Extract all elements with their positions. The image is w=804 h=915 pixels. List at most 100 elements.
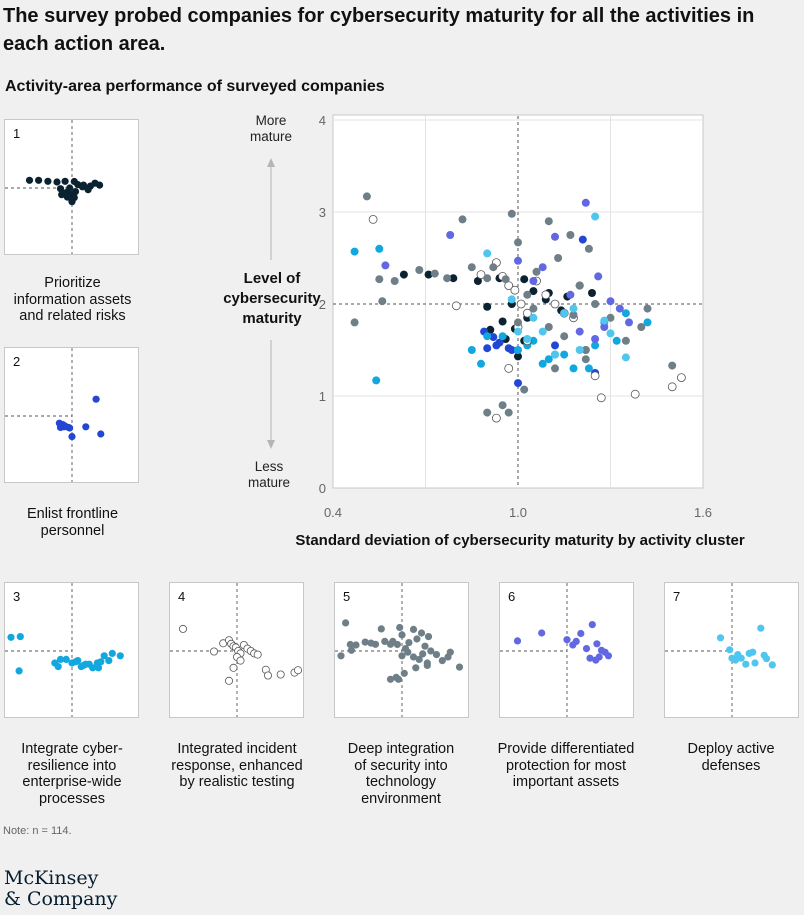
- panel-6-point: [577, 629, 585, 638]
- point-area-4: [451, 301, 461, 311]
- point-area-3: [375, 244, 384, 253]
- panel-5-point: [438, 657, 446, 665]
- point-area-5: [544, 323, 553, 331]
- arrow-down-head: [267, 440, 275, 449]
- less-mature-label: Less mature: [229, 459, 309, 491]
- point-area-4: [491, 413, 501, 423]
- panel-4-point: [210, 647, 219, 656]
- point-area-5: [458, 215, 467, 224]
- x-axis-label: Standard deviation of cybersecurity matu…: [295, 532, 745, 549]
- point-area-4: [516, 299, 526, 309]
- point-area-7: [606, 329, 615, 338]
- footnote: Note: n = 114.: [3, 825, 72, 837]
- panel-1-point: [68, 198, 76, 206]
- point-area-6: [566, 290, 575, 299]
- panel-area-6: 6: [499, 582, 634, 718]
- point-area-6: [514, 256, 522, 265]
- point-area-3: [569, 364, 578, 373]
- panel-5-point: [347, 646, 355, 654]
- point-area-5: [591, 300, 600, 308]
- panel-2-point: [92, 395, 100, 403]
- point-area-2: [489, 333, 498, 342]
- point-area-5: [375, 275, 384, 284]
- logo-line-2: & Company: [4, 888, 118, 910]
- panel-5-point: [346, 640, 354, 649]
- caption-line: by realistic testing: [179, 774, 295, 790]
- y-tick-label: 1: [319, 389, 326, 404]
- main-scatter-chart: 4 3 2 1 0 0.4 1.0 1.6: [267, 113, 712, 520]
- point-area-3: [621, 309, 630, 318]
- panel-7-point: [749, 648, 757, 656]
- panel-5-point: [404, 648, 412, 656]
- point-area-3: [591, 341, 600, 350]
- point-area-7: [514, 327, 522, 336]
- point-area-5: [523, 290, 532, 299]
- panel-area-1: 1: [4, 119, 139, 255]
- panel-number: 2: [13, 354, 21, 369]
- point-area-3: [560, 350, 569, 359]
- panel-1-point: [25, 176, 34, 184]
- point-area-4: [368, 214, 378, 224]
- panel-5-point: [361, 638, 369, 646]
- panel-1-point: [63, 193, 71, 201]
- panel-5-point: [455, 663, 464, 671]
- panel-5-point: [424, 633, 433, 641]
- point-area-5: [507, 209, 516, 218]
- point-area-5: [489, 263, 498, 272]
- point-area-4: [630, 389, 640, 399]
- point-area-4: [504, 363, 514, 373]
- point-area-5: [544, 217, 553, 226]
- point-area-3: [350, 247, 359, 256]
- caption-line: processes: [38, 790, 106, 807]
- point-area-4: [677, 373, 686, 383]
- panel-4-point: [178, 624, 187, 633]
- point-area-5: [483, 274, 492, 283]
- y-tick-label: 3: [319, 205, 326, 220]
- caption-line: environment: [361, 790, 441, 807]
- point-area-1: [520, 275, 529, 284]
- point-area-3: [477, 359, 485, 368]
- point-area-7: [523, 335, 532, 343]
- caption-area-4: Integrated incident response, enhanced by …: [162, 741, 312, 791]
- point-area-6: [600, 323, 609, 331]
- point-area-3: [483, 332, 492, 341]
- point-area-5: [350, 318, 359, 327]
- panel-area-7: 7: [664, 582, 799, 718]
- panel-5-point: [398, 652, 406, 660]
- figure-title: The survey probed companies for cybersec…: [3, 5, 755, 55]
- point-area-1: [399, 270, 408, 279]
- caption-line: protection for most: [505, 757, 627, 774]
- panel-5-point: [417, 629, 426, 637]
- panel-1-point: [61, 177, 69, 185]
- panel-5-point: [409, 625, 418, 633]
- point-area-4: [510, 285, 520, 295]
- point-area-1: [498, 317, 507, 326]
- point-area-5: [430, 269, 439, 278]
- point-area-3: [529, 336, 538, 345]
- point-area-7: [560, 309, 569, 318]
- caption-area-1: Prioritize information assets and related …: [0, 275, 145, 325]
- point-area-5: [378, 297, 387, 306]
- y-tick-label: 4: [319, 113, 326, 128]
- point-area-5: [560, 332, 569, 341]
- panel-2-scatter: [5, 348, 105, 482]
- point-area-5: [569, 311, 578, 319]
- caption-area-2: Enlist frontline personnel: [0, 506, 145, 539]
- panel-number: 1: [13, 126, 21, 141]
- point-area-6: [529, 277, 538, 285]
- point-area-1: [473, 277, 482, 285]
- y-label-line-2: cybersecurity: [223, 290, 321, 307]
- panel-1-point: [96, 181, 104, 189]
- point-area-1: [449, 274, 458, 283]
- panel-1-point: [56, 185, 65, 193]
- panel-4-point: [229, 663, 238, 672]
- caption-line: Integrated incident: [177, 741, 297, 757]
- more-mature-line-2: mature: [249, 129, 293, 144]
- panel-5-scatter: [335, 583, 464, 717]
- panel-5-point: [412, 664, 420, 672]
- caption-line: Enlist frontline: [26, 506, 119, 522]
- panel-5-point: [423, 661, 431, 669]
- panel-number: 5: [343, 589, 351, 604]
- point-area-5: [621, 336, 630, 345]
- point-area-5: [362, 192, 371, 201]
